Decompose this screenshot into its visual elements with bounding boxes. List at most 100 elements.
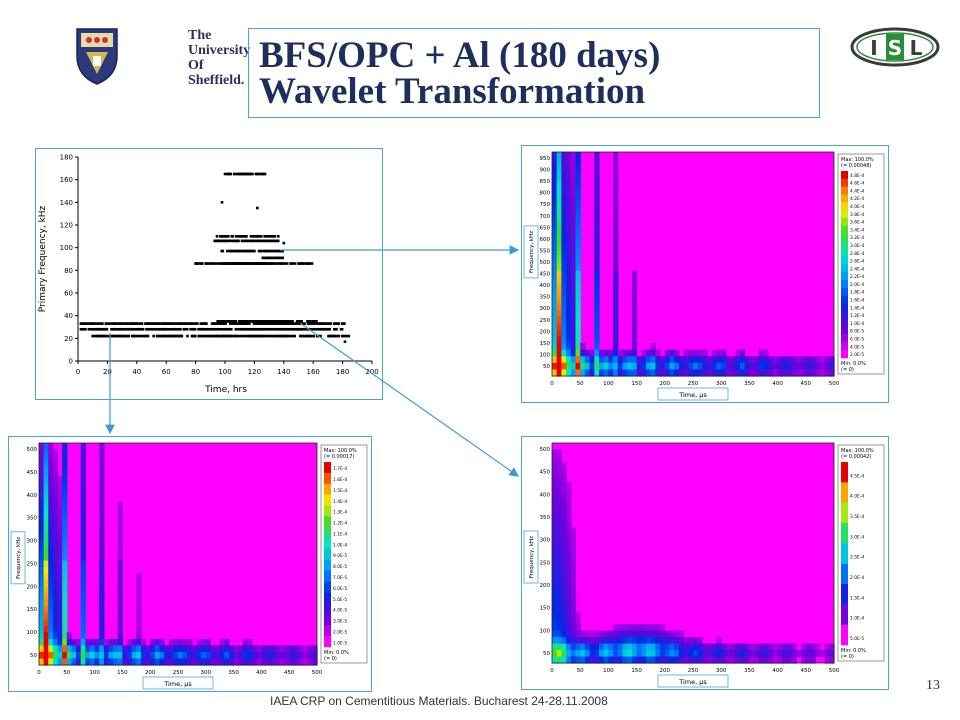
heatmap-cell — [39, 580, 45, 588]
heatmap-cell — [43, 619, 49, 627]
scatter-point — [226, 249, 229, 253]
scatter-point — [248, 322, 251, 325]
heatmap-cell — [233, 658, 239, 666]
scatter-point — [286, 334, 290, 338]
heatmap-cell — [62, 547, 68, 555]
legend-scale-label: 2.8E-4 — [850, 251, 864, 257]
heatmap-cell — [566, 290, 572, 298]
heatmap-cell — [702, 349, 708, 357]
heatmap-cell — [683, 650, 689, 658]
heatmap-cell — [566, 217, 572, 226]
heatmap-cell — [556, 336, 562, 344]
heatmap-cell — [108, 658, 114, 666]
heatmap-cell — [561, 643, 567, 651]
heatmap-cell — [117, 501, 123, 509]
heatmap-cell — [594, 184, 600, 193]
heatmap-cell — [187, 651, 193, 660]
heatmap-cell — [43, 593, 49, 601]
heatmap-cell — [589, 349, 595, 357]
scatter-point — [347, 334, 351, 338]
heatmap-cell — [561, 310, 567, 318]
heatmap-cell — [71, 651, 77, 660]
heatmap-cell — [570, 656, 577, 664]
scatter-point — [191, 322, 195, 325]
heatmap-cell — [805, 362, 812, 371]
scatter-point — [223, 172, 227, 176]
heatmap-cell — [39, 456, 45, 464]
heatmap-cell — [159, 658, 165, 666]
heatmap-cell — [556, 553, 562, 561]
heatmap-cell — [39, 534, 45, 542]
heatmap-cell — [646, 656, 652, 664]
heatmap-cell — [674, 650, 680, 658]
heatmap-cell — [613, 224, 619, 232]
heatmap-cell — [108, 638, 114, 647]
heatmap-cell — [76, 645, 82, 653]
scatter-x-tick: 80 — [191, 368, 200, 376]
heatmap-cell — [556, 217, 562, 226]
heatmap-cell — [749, 356, 755, 364]
heatmap-cell — [735, 369, 741, 377]
scatter-point — [202, 327, 206, 331]
heatmap-cell — [279, 658, 286, 666]
heatmap-cell — [570, 565, 577, 574]
wavelet-y-tick: 350 — [27, 516, 38, 522]
heatmap-cell — [575, 617, 581, 625]
heatmap-cell — [131, 645, 137, 653]
heatmap-cell — [641, 356, 647, 364]
heatmap-cell — [233, 651, 239, 660]
heatmap-cell — [561, 362, 567, 371]
scatter-x-tick: 120 — [248, 368, 261, 376]
heatmap-cell — [674, 369, 680, 377]
scatter-point — [229, 172, 233, 176]
heatmap-cell — [561, 152, 567, 160]
heatmap-cell — [182, 658, 188, 666]
heatmap-cell — [570, 171, 577, 179]
scatter-point — [173, 322, 177, 325]
heatmap-cell — [561, 468, 567, 476]
scatter-point — [276, 235, 280, 238]
heatmap-cell — [570, 356, 577, 364]
heatmap-cell — [683, 637, 689, 645]
heatmap-cell — [669, 362, 675, 371]
scatter-point — [308, 262, 312, 265]
heatmap-cell — [641, 369, 647, 377]
scatter-point — [215, 235, 219, 238]
legend-swatch — [324, 592, 331, 604]
scatter-point — [273, 327, 276, 331]
wavelet-x-tick: 450 — [284, 670, 295, 676]
heatmap-cells — [39, 443, 318, 666]
heatmap-cell — [561, 369, 567, 377]
heatmap-cell — [210, 651, 216, 660]
scatter-x-tick: 40 — [132, 368, 141, 376]
heatmap-cell — [570, 643, 577, 651]
heatmap-cell — [242, 651, 249, 660]
heatmap-cell — [307, 658, 313, 666]
heatmap-cell — [131, 638, 137, 647]
heatmap-cell — [261, 645, 267, 653]
legend-swatch — [841, 311, 848, 320]
wavelet-x-label: Time, µs — [678, 391, 707, 399]
university-name-line-1: The — [188, 28, 212, 43]
scatter-point — [259, 235, 263, 238]
heatmap-cell — [215, 651, 221, 660]
heatmap-cell — [552, 617, 558, 625]
heatmap-cell — [631, 283, 638, 291]
heatmap-cell — [744, 362, 750, 371]
heatmap-cell — [589, 656, 595, 664]
heatmap-cell — [575, 356, 581, 364]
heatmap-cell — [43, 462, 49, 470]
heatmap-cell — [810, 369, 816, 377]
heatmap-cell — [552, 527, 558, 535]
heatmap-cell — [801, 362, 807, 371]
heatmap-cell — [669, 356, 675, 364]
scatter-x-tick: 20 — [103, 368, 112, 376]
scatter-point — [230, 334, 233, 338]
heatmap-cell — [735, 362, 741, 371]
heatmap-cell — [580, 369, 586, 377]
scatter-point — [180, 322, 183, 325]
legend-min-value: (= 0) — [324, 656, 337, 662]
heatmap-cell — [707, 362, 713, 371]
scatter-point — [281, 256, 284, 260]
heatmap-cell — [117, 658, 123, 666]
